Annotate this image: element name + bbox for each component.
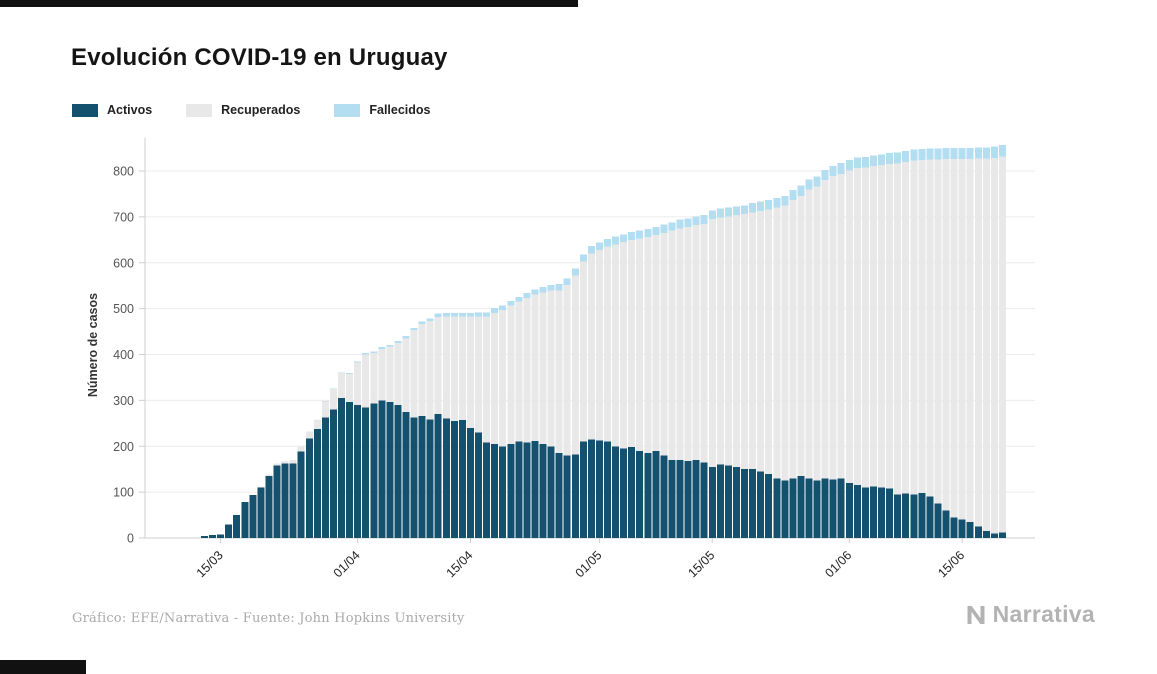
svg-text:01/05: 01/05 (573, 548, 605, 580)
svg-text:0: 0 (127, 532, 134, 546)
page-title: Evolución COVID-19 en Uruguay (71, 44, 448, 71)
chart-credit: Gráfico: EFE/Narrativa - Fuente: John Ho… (72, 611, 465, 626)
top-progress-bar (0, 0, 578, 7)
svg-text:800: 800 (113, 165, 134, 179)
svg-text:15/04: 15/04 (444, 548, 476, 580)
fallecidos-swatch (334, 103, 361, 117)
legend-label-activos: Activos (107, 103, 153, 117)
legend-item-fallecidos: Fallecidos (334, 103, 431, 117)
recuperados-swatch (186, 103, 213, 117)
bottom-left-bar (0, 660, 86, 674)
svg-text:300: 300 (113, 394, 134, 408)
narrativa-wordmark: Narrativa (992, 601, 1095, 627)
legend-item-activos: Activos (72, 103, 152, 117)
svg-text:500: 500 (113, 302, 134, 316)
y-axis-title: Número de casos (86, 292, 100, 398)
svg-text:100: 100 (113, 486, 134, 500)
legend-label-recuperados: Recuperados (221, 103, 301, 117)
svg-text:600: 600 (113, 256, 134, 270)
svg-text:700: 700 (113, 210, 134, 224)
svg-text:400: 400 (113, 348, 134, 362)
legend-item-recuperados: Recuperados (186, 103, 300, 117)
svg-text:15/06: 15/06 (935, 548, 967, 580)
activos-swatch (72, 103, 98, 117)
svg-text:15/05: 15/05 (685, 548, 717, 580)
narrativa-icon (967, 605, 985, 624)
svg-text:01/04: 01/04 (331, 548, 363, 580)
narrativa-logo: Narrativa (964, 601, 1095, 628)
svg-text:01/06: 01/06 (822, 548, 854, 580)
svg-text:15/03: 15/03 (194, 548, 226, 580)
svg-text:200: 200 (113, 440, 134, 454)
legend-label-fallecidos: Fallecidos (369, 103, 431, 117)
chart-legend: Activos Recuperados Fallecidos (72, 103, 431, 117)
